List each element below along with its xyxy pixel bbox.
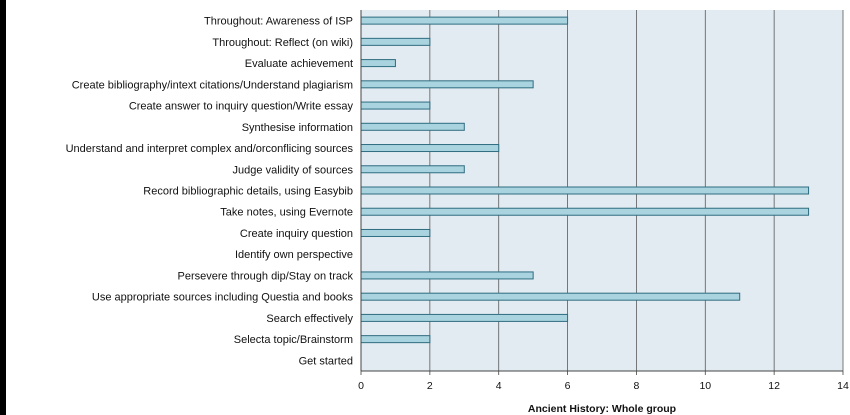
category-label: Create answer to inquiry question/Write …: [129, 101, 354, 113]
category-label: Throughout: Reflect (on wiki): [212, 37, 353, 49]
category-label: Selecta topic/Brainstorm: [234, 334, 353, 346]
bar: [360, 59, 396, 68]
category-label: Get started: [299, 355, 353, 367]
category-label: Create inquiry question: [240, 228, 353, 240]
bar: [360, 292, 741, 301]
category-label: Synthesise information: [242, 122, 353, 134]
bars: [360, 16, 810, 344]
bar: [360, 16, 569, 25]
category-label: Judge validity of sources: [233, 164, 354, 176]
category-label: Use appropriate sources including Questi…: [92, 292, 354, 304]
category-label: Create bibliography/intext citations/Und…: [72, 79, 353, 91]
chart-frame: Throughout: Awareness of ISP Throughout: …: [6, 0, 850, 415]
bar: [360, 335, 431, 344]
category-label: Evaluate achievement: [245, 58, 353, 70]
bar: [360, 165, 465, 174]
x-tick-label: 12: [768, 380, 780, 392]
x-tick-label: 6: [565, 380, 571, 392]
category-labels: Throughout: Awareness of ISP Throughout: …: [66, 16, 354, 368]
x-tick-label: 0: [358, 380, 364, 392]
x-tick-label: 14: [837, 380, 849, 392]
x-tick-label: 4: [496, 380, 502, 392]
bar: [360, 101, 431, 110]
category-label: Search effectively: [266, 313, 353, 325]
x-tick-label: 2: [427, 380, 433, 392]
bar: [360, 228, 431, 237]
category-label: Record bibliographic details, using Easy…: [143, 186, 353, 198]
x-tick-label: 8: [634, 380, 640, 392]
category-label: Throughout: Awareness of ISP: [204, 16, 353, 28]
bar: [360, 186, 810, 195]
bar: [360, 122, 465, 131]
x-tick-label: 10: [699, 380, 711, 392]
category-label: Identify own perspective: [235, 249, 353, 261]
category-label: Persevere through dip/Stay on track: [178, 270, 354, 282]
bar: [360, 313, 569, 322]
bar: [360, 271, 534, 280]
bar-chart: Throughout: Awareness of ISP Throughout: …: [66, 10, 849, 415]
bar: [360, 207, 810, 216]
bar: [360, 144, 500, 153]
bar: [360, 37, 431, 46]
bar: [360, 80, 534, 89]
x-axis-title: Ancient History: Whole group: [528, 403, 676, 415]
category-label: Understand and interpret complex and/orc…: [66, 143, 354, 155]
x-tick-labels: 0 2 4 6 8 10 12 14: [358, 371, 849, 392]
category-label: Take notes, using Evernote: [220, 207, 353, 219]
